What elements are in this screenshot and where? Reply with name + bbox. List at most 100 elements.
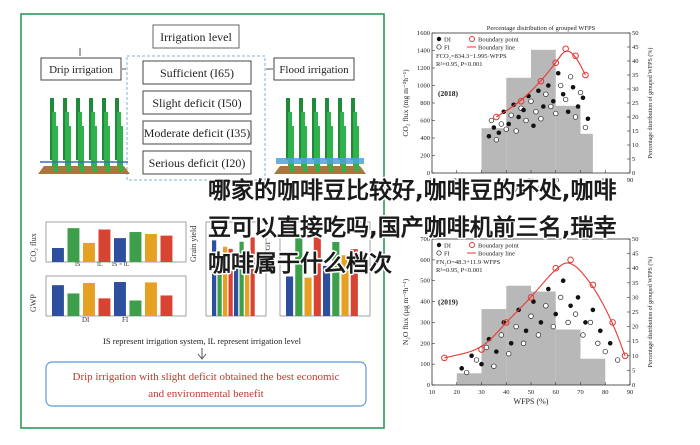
level-box-serious xyxy=(142,150,252,175)
mini-xlabel-di: DI xyxy=(82,316,90,324)
plant-stem xyxy=(119,126,123,172)
di-point-12 xyxy=(546,83,551,88)
flood-label: Flood irrigation xyxy=(279,64,349,76)
boundary-point-4 xyxy=(562,45,569,53)
mini-bar xyxy=(245,266,250,316)
overlay-line1-halo: 哪家的咖啡豆比较好,咖啡豆的坏处,咖啡 xyxy=(208,177,616,204)
year-label: (2018) xyxy=(438,89,458,98)
di-point-19 xyxy=(607,340,613,346)
fi-point-14 xyxy=(558,82,564,89)
fi-point-8 xyxy=(528,313,534,319)
boundary-point-2 xyxy=(537,77,545,85)
y-tick-label-1: 200 xyxy=(420,153,430,160)
x-tick-label-8: 90 xyxy=(627,177,634,184)
fi-point-1 xyxy=(473,357,480,363)
y-tick-label-2: 400 xyxy=(420,135,430,142)
y2-tick-label-4: 20 xyxy=(632,114,639,121)
regression-r2: R²=0.95, P<0.001 xyxy=(436,61,482,68)
x-tick-label-1: 20 xyxy=(454,389,461,396)
di-point-18 xyxy=(598,328,603,334)
x-tick-label-4: 50 xyxy=(528,389,535,396)
di-point-17 xyxy=(590,307,596,313)
level-slight: Slight deficit (I50) xyxy=(152,96,241,110)
y-tick-label-5: 500 xyxy=(420,278,430,285)
boundary-point-5 xyxy=(567,256,574,264)
fi-point-13 xyxy=(553,110,559,117)
y-axis-label: CO₂ flux (mg m⁻²h⁻¹) xyxy=(401,69,410,137)
y2-tick-label-2: 10 xyxy=(632,353,639,360)
mini-xlabel-fi: FI xyxy=(122,316,129,324)
di-point-14 xyxy=(568,303,573,309)
mini-bar xyxy=(228,248,233,316)
legend-di-label: DI xyxy=(444,37,451,44)
drip-box xyxy=(40,57,122,81)
y2-tick-label-8: 40 xyxy=(632,58,639,65)
fi-point-12 xyxy=(548,103,554,110)
mini-bar xyxy=(98,298,111,316)
top-label: Percentage distribution of grouped WFPS xyxy=(487,25,596,32)
overlay-line3: 咖啡属于什么档次 xyxy=(208,250,392,277)
boundary-point-3 xyxy=(527,294,535,301)
flood-field-illustration xyxy=(274,98,366,174)
x-tick-label-6: 70 xyxy=(577,177,584,184)
fi-point-18 xyxy=(577,89,584,96)
x-tick-label-4: 50 xyxy=(528,177,535,184)
plant-stem xyxy=(290,126,294,172)
legend-di-marker xyxy=(436,242,442,248)
histogram-bar-4 xyxy=(580,133,593,173)
y-tick-label-3: 600 xyxy=(420,118,430,125)
di-point-1 xyxy=(491,125,497,130)
y-tick-label-0: 0 xyxy=(427,170,430,177)
fi-point-0 xyxy=(488,117,495,124)
di-point-11 xyxy=(541,104,546,109)
y2-tick-label-10: 50 xyxy=(632,30,639,37)
fi-point-9 xyxy=(535,332,542,338)
plant-stem xyxy=(316,126,320,172)
x-axis-label: WFPS (%) xyxy=(514,397,549,406)
histogram-bar-5 xyxy=(580,358,606,385)
y2-tick-label-3: 15 xyxy=(632,338,639,345)
y-tick-label-4: 800 xyxy=(420,100,430,107)
x-tick-label-5: 60 xyxy=(553,177,560,184)
y-tick-label-5: 1000 xyxy=(417,83,430,90)
boundary-point-6 xyxy=(582,71,589,79)
di-point-4 xyxy=(494,349,499,354)
overlay-text: 哪家的咖啡豆比较好,咖啡豆的坏处,咖啡 哪家的咖啡豆比较好,咖啡豆的坏处,咖啡 … xyxy=(207,176,618,279)
irrigation-level-box xyxy=(152,24,240,49)
legend-fi-label: FI xyxy=(444,251,450,258)
di-point-17 xyxy=(570,84,576,90)
x-tick-label-2: 30 xyxy=(478,177,485,184)
flood-box xyxy=(273,57,355,81)
y2-tick-label-9: 45 xyxy=(632,251,639,258)
mini-bar xyxy=(313,237,321,316)
boundary-point-0 xyxy=(441,354,448,362)
fi-point-19 xyxy=(614,357,621,363)
fi-point-4 xyxy=(508,112,514,118)
x-tick-label-1: 20 xyxy=(454,177,461,184)
x-tick-label-2: 30 xyxy=(478,389,485,396)
fi-point-16 xyxy=(567,74,574,80)
mini-bar xyxy=(350,249,358,316)
mini-bar xyxy=(239,241,244,316)
histogram-bar-4 xyxy=(555,329,581,385)
y-tick-label-3: 300 xyxy=(420,319,430,326)
co2-flux-chart: 10 20 30 40 50 60 70 80 900200400600800100012001… xyxy=(401,25,654,194)
y2-tick-label-5: 25 xyxy=(632,309,639,316)
x-tick-label-7: 80 xyxy=(602,177,609,184)
mini-bar xyxy=(323,265,331,316)
boundary-point-4 xyxy=(552,264,560,272)
di-point-4 xyxy=(506,121,512,127)
y2-tick-label-6: 30 xyxy=(632,294,639,301)
y-tick-label-2: 200 xyxy=(420,340,430,347)
level-sufficient: Sufficient (I65) xyxy=(160,66,234,80)
fi-point-8 xyxy=(528,98,534,104)
mini-bar xyxy=(286,276,294,316)
di-point-2 xyxy=(479,361,484,367)
di-point-10 xyxy=(536,88,541,94)
fi-point-1 xyxy=(493,137,500,143)
histogram-bar-0 xyxy=(481,128,507,173)
legend-boundary-point-marker xyxy=(469,36,475,42)
y-tick-label-6: 600 xyxy=(420,257,430,264)
overlay-line2-halo: 豆可以直接吃吗,国产咖啡机前三名,瑞幸 xyxy=(208,214,616,241)
plant-stem xyxy=(106,126,110,172)
